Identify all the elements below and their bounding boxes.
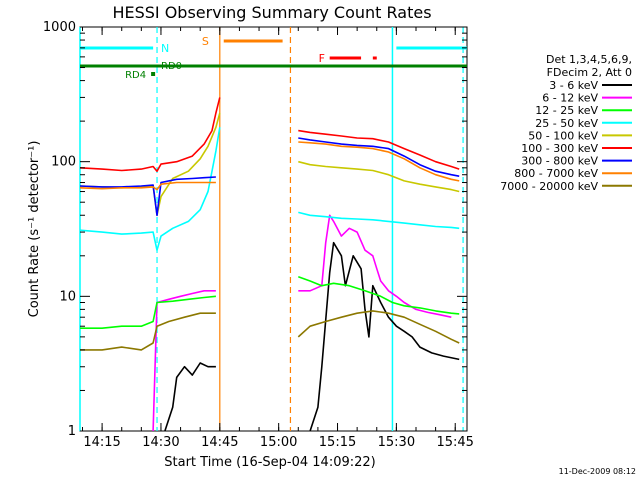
time-markers	[79, 27, 464, 431]
flag-label-f: F	[319, 52, 325, 65]
series-line-7	[79, 141, 460, 191]
flag-label-n: N	[161, 42, 169, 55]
x-tick-label: 14:45	[201, 435, 238, 450]
legend-label: 100 - 300 keV	[521, 142, 598, 155]
x-tick-label: 15:00	[260, 435, 297, 450]
series-line-2	[80, 275, 460, 329]
x-tick-label: 14:15	[83, 435, 120, 450]
y-tick-label: 1	[68, 424, 76, 439]
flag-bars: N S F RD0 RD4	[80, 35, 467, 81]
y-tick-label: 1000	[43, 20, 76, 35]
series-line-6	[79, 137, 460, 217]
series-line-5	[79, 97, 460, 172]
legend-label: 3 - 6 keV	[549, 79, 598, 92]
flag-dot-rd4	[151, 72, 156, 76]
legend-label: 25 - 50 keV	[535, 117, 598, 130]
legend-label: 50 - 100 keV	[528, 129, 598, 142]
flag-label-rd4: RD4	[125, 70, 146, 81]
y-axis-label: Count Rate (s⁻¹ detector⁻¹)	[27, 141, 42, 318]
legend-label: 6 - 12 keV	[542, 92, 598, 105]
series-line-0	[164, 241, 460, 432]
timestamp: 11-Dec-2009 08:12	[559, 467, 636, 476]
y-tick-label: 100	[51, 155, 76, 170]
series-line-8	[80, 310, 460, 351]
chart-title: HESSI Observing Summary Count Rates	[112, 3, 431, 22]
x-tick-label: 15:30	[378, 435, 415, 450]
x-tick-label: 15:15	[319, 435, 356, 450]
series-line-1	[152, 214, 452, 432]
plot-border	[79, 26, 468, 432]
legend-label: 300 - 800 keV	[521, 155, 598, 168]
y-axis-ticks: 1 10 100 1000	[43, 20, 467, 439]
flag-label-s: S	[202, 35, 209, 48]
legend-label: 7000 - 20000 keV	[500, 180, 598, 193]
legend-header: Det 1,3,4,5,6,9,	[546, 53, 632, 66]
x-axis-label: Start Time (16-Sep-04 14:09:22)	[164, 455, 375, 470]
legend-label: 800 - 7000 keV	[514, 167, 598, 180]
series-line-4	[79, 112, 460, 217]
plot-area	[79, 26, 468, 432]
legend: Det 1,3,4,5,6,9,FDecim 2, Att 03 - 6 keV…	[500, 53, 632, 193]
flag-label-rd0: RD0	[161, 61, 182, 72]
series-line-3	[79, 127, 460, 251]
x-axis-ticks: 14:15 14:30 14:45 15:00 15:15 15:30 15:45	[81, 27, 474, 450]
legend-label: 12 - 25 keV	[535, 104, 598, 117]
series-lines	[79, 97, 460, 432]
y-tick-label: 10	[59, 289, 76, 304]
x-tick-label: 14:30	[142, 435, 179, 450]
x-tick-label: 15:45	[436, 435, 473, 450]
legend-header: FDecim 2, Att 0	[547, 66, 632, 79]
